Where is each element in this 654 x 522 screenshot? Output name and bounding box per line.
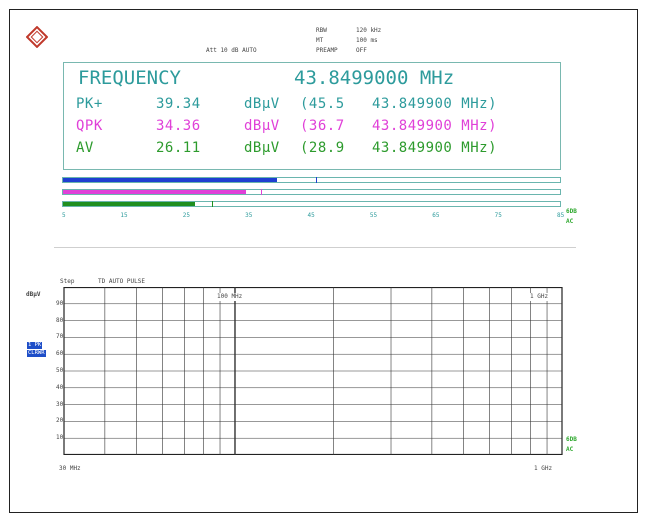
x-mark-100mhz: 100 MHz — [217, 293, 243, 301]
level-meter-av — [62, 201, 561, 207]
analyzer-window — [9, 9, 638, 513]
peak-marker — [212, 201, 214, 207]
x-mark-1ghz: 1 GHz — [530, 293, 549, 301]
meter-scale-tick: 5 — [62, 212, 66, 219]
x-start-label: 30 MHz — [59, 465, 81, 472]
y-tick-label: 10 — [56, 434, 64, 443]
detector-label: QPK — [76, 118, 103, 134]
level-meter-fill — [63, 190, 247, 194]
meter-ac-label: AC — [566, 218, 574, 225]
trace-badge-pk[interactable]: 1 PK — [27, 342, 43, 349]
frequency-title: FREQUENCY — [78, 67, 181, 89]
detector-freq: 43.849900 MHz) — [372, 96, 498, 112]
separator-line — [54, 247, 576, 248]
sweep-grid — [58, 286, 563, 456]
sweep-ac-label: AC — [566, 446, 574, 453]
meter-scale-tick: 75 — [494, 212, 502, 219]
detector-extra: (45.5 — [300, 96, 345, 112]
y-tick-label: 70 — [56, 333, 64, 342]
meter-6db-label: 6DB — [566, 208, 577, 215]
mt-value: 100 ms — [356, 37, 378, 44]
meter-scale-tick: 55 — [369, 212, 378, 219]
meter-scale-tick: 85 — [557, 212, 565, 219]
attenuation-label: Att 10 dB AUTO — [206, 47, 257, 54]
detector-value: 34.36 — [156, 118, 201, 134]
y-unit-label: dBµV — [26, 291, 41, 298]
preamp-value: OFF — [356, 47, 367, 54]
detector-extra: (36.7 — [300, 118, 345, 134]
y-tick-label: 40 — [56, 383, 64, 392]
detector-unit: dBµV — [244, 140, 280, 156]
meter-scale-tick: 45 — [307, 212, 315, 219]
detector-label: AV — [76, 140, 94, 156]
level-meter-fill — [63, 202, 195, 206]
y-tick-label: 30 — [56, 400, 64, 409]
mt-label: MT — [316, 37, 324, 44]
y-tick-label: 60 — [56, 350, 64, 359]
step-label: Step — [60, 278, 75, 285]
frequency-value: 43.8499000 MHz — [294, 67, 455, 89]
rbw-value: 120 kHz — [356, 27, 382, 34]
peak-marker — [260, 189, 262, 195]
x-stop-label: 1 GHz — [534, 465, 553, 472]
trace-badge-clrwr[interactable]: CLRWR — [27, 350, 46, 357]
meter-scale-tick: 65 — [432, 212, 440, 219]
detector-value: 26.11 — [156, 140, 201, 156]
preamp-label: PREAMP — [316, 47, 338, 54]
level-meter-qpk — [62, 189, 561, 195]
detector-value: 39.34 — [156, 96, 201, 112]
y-tick-label: 80 — [56, 316, 64, 325]
detector-unit: dBµV — [244, 96, 280, 112]
sweep-6db-label: 6DB — [566, 436, 577, 443]
step-value: TD AUTO PULSE — [98, 278, 145, 285]
detector-freq: 43.849900 MHz) — [372, 118, 498, 134]
meter-scale-tick: 15 — [120, 212, 128, 219]
detector-label: PK+ — [76, 96, 103, 112]
detector-extra: (28.9 — [300, 140, 345, 156]
detector-freq: 43.849900 MHz) — [372, 140, 498, 156]
level-meter-fill — [63, 178, 278, 182]
y-tick-label: 20 — [56, 417, 64, 426]
y-tick-label: 90 — [56, 299, 64, 308]
detector-unit: dBµV — [244, 118, 280, 134]
rohde-schwarz-logo-icon — [25, 25, 49, 49]
meter-scale-tick: 35 — [245, 212, 253, 219]
y-tick-label: 50 — [56, 367, 64, 375]
rbw-label: RBW — [316, 27, 327, 34]
frequency-readout-panel: FREQUENCY 43.8499000 MHz PK+ 39.34 dBµV (45… — [63, 62, 561, 170]
level-meter-pk — [62, 177, 561, 183]
meter-scale-tick: 25 — [182, 212, 190, 219]
peak-marker — [315, 177, 317, 183]
